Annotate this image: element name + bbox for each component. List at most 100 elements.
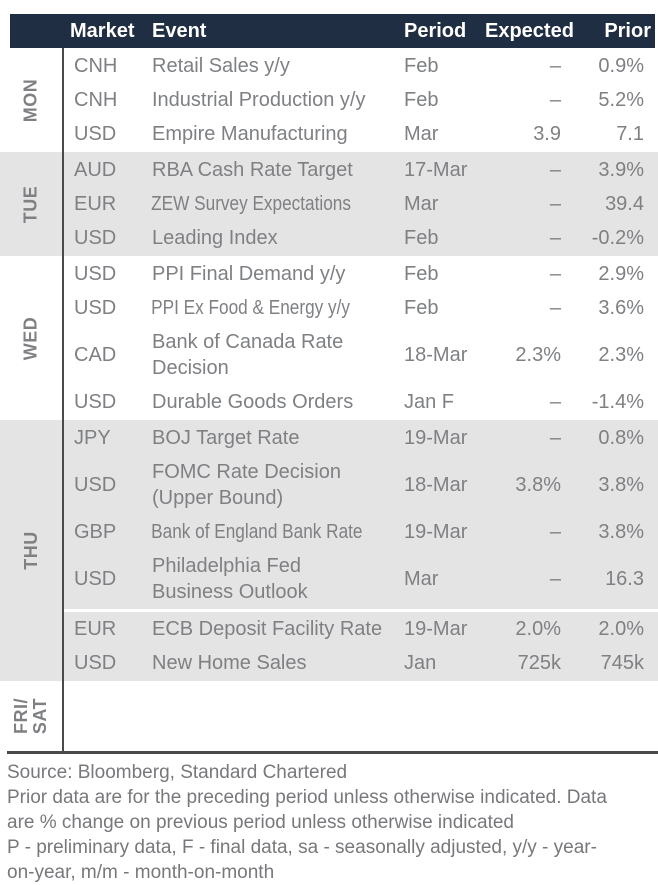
day-section-wed: WED USD PPI Final Demand y/y Feb – 2.9% … <box>0 256 658 420</box>
table-row: USD Durable Goods Orders Jan F – -1.4% <box>64 385 658 419</box>
top-margin <box>0 0 658 14</box>
day-rows: JPY BOJ Target Rate 19-Mar – 0.8% USD FO… <box>62 420 658 681</box>
header-event: Event <box>152 20 207 42</box>
table-row: CAD Bank of Canada Rate Decision 18-Mar … <box>64 325 658 385</box>
market-cell: USD <box>74 123 117 145</box>
expected-cell: – <box>549 227 561 249</box>
day-section-tue: TUE AUD RBA Cash Rate Target 17-Mar – 3.… <box>0 152 658 256</box>
table-row: JPY BOJ Target Rate 19-Mar – 0.8% <box>64 421 658 455</box>
day-rows: AUD RBA Cash Rate Target 17-Mar – 3.9% E… <box>62 152 658 256</box>
header-expected: Expected <box>485 20 574 42</box>
header-period: Period <box>404 20 467 42</box>
prior-cell: 39.4 <box>605 193 644 215</box>
market-cell: EUR <box>74 618 117 640</box>
prior-cell: 3.9% <box>598 159 644 181</box>
prior-cell: 745k <box>600 652 644 674</box>
table-row: USD PPI Final Demand y/y Feb – 2.9% <box>64 257 658 291</box>
prior-cell: 7.1 <box>616 123 644 145</box>
table-row: USD Leading Index Feb – -0.2% <box>64 221 658 255</box>
market-cell: USD <box>74 297 117 319</box>
table-row: CNH Retail Sales y/y Feb – 0.9% <box>64 49 658 83</box>
market-cell: CAD <box>74 344 117 366</box>
period-cell: Jan <box>404 652 437 674</box>
table-row: USD PPI Ex Food & Energy y/y Feb – 3.6% <box>64 291 658 325</box>
prior-cell: 2.3% <box>598 344 644 366</box>
period-cell: Feb <box>404 263 439 285</box>
period-cell: Mar <box>404 568 439 590</box>
prior-cell: 3.8% <box>598 474 644 496</box>
source-note: Source: Bloomberg, Standard Chartered Pr… <box>0 754 658 885</box>
prior-cell: -1.4% <box>591 391 644 413</box>
source-line: Source: Bloomberg, Standard Chartered <box>7 762 348 783</box>
event-cell: Bank of England Bank Rate <box>151 521 363 543</box>
table-row: GBP Bank of England Bank Rate 19-Mar – 3… <box>64 515 658 549</box>
event-cell: ZEW Survey Expectations <box>151 193 351 215</box>
table-row: CNH Industrial Production y/y Feb – 5.2% <box>64 83 658 117</box>
expected-cell: – <box>549 568 561 590</box>
period-cell: Feb <box>404 227 439 249</box>
expected-cell: – <box>549 391 561 413</box>
expected-cell: 2.3% <box>515 344 561 366</box>
period-cell: Feb <box>404 55 439 77</box>
table-row: USD Empire Manufacturing Mar 3.9 7.1 <box>64 117 658 151</box>
day-cell: MON <box>0 48 62 152</box>
period-cell: 18-Mar <box>404 474 468 496</box>
expected-cell: – <box>549 159 561 181</box>
event-cell: PPI Final Demand y/y <box>152 263 346 285</box>
prior-cell: 0.8% <box>598 427 644 449</box>
day-label: THU <box>20 531 41 570</box>
prior-cell: 16.3 <box>605 568 644 590</box>
expected-cell: – <box>549 193 561 215</box>
market-cell: CNH <box>74 55 118 77</box>
economic-calendar-table: Market Event Period Expected Prior MON C… <box>0 14 658 754</box>
market-cell: USD <box>74 391 117 413</box>
prior-cell: 3.8% <box>598 521 644 543</box>
header-prior: Prior <box>604 20 651 42</box>
period-cell: Mar <box>404 123 439 145</box>
day-cell: TUE <box>0 152 62 256</box>
period-cell: Feb <box>404 297 439 319</box>
period-cell: 17-Mar <box>404 159 468 181</box>
expected-cell: 3.8% <box>515 474 561 496</box>
expected-cell: – <box>549 89 561 111</box>
expected-cell: 3.9 <box>533 123 561 145</box>
prior-cell: 3.6% <box>598 297 644 319</box>
expected-cell: – <box>549 263 561 285</box>
table-row: AUD RBA Cash Rate Target 17-Mar – 3.9% <box>64 153 658 187</box>
period-cell: Jan F <box>404 391 455 413</box>
event-cell: Empire Manufacturing <box>152 123 348 145</box>
market-cell: AUD <box>74 159 117 181</box>
day-cell: THU <box>0 420 62 681</box>
day-section-thu: THU JPY BOJ Target Rate 19-Mar – 0.8% US… <box>0 420 658 681</box>
market-cell: USD <box>74 568 117 590</box>
event-cell: ECB Deposit Facility Rate <box>152 618 383 640</box>
market-cell: CNH <box>74 89 118 111</box>
expected-cell: – <box>549 297 561 319</box>
event-cell: PPI Ex Food & Energy y/y <box>151 297 351 319</box>
table-row: EUR ECB Deposit Facility Rate 19-Mar 2.0… <box>64 609 658 646</box>
event-cell: Industrial Production y/y <box>152 89 366 111</box>
day-cell: FRI/ SAT <box>0 681 62 751</box>
day-label: WED <box>20 316 41 360</box>
expected-cell: 725k <box>517 652 561 674</box>
day-section-fri-sat: FRI/ SAT <box>0 681 658 751</box>
market-cell: USD <box>74 652 117 674</box>
table-row: USD Philadelphia Fed Business Outlook Ma… <box>64 549 658 609</box>
table-row: USD FOMC Rate Decision (Upper Bound) 18-… <box>64 455 658 515</box>
table-row: EUR ZEW Survey Expectations Mar – 39.4 <box>64 187 658 221</box>
event-cell: BOJ Target Rate <box>152 427 300 449</box>
abbreviations-note: P - preliminary data, F - final data, sa… <box>7 837 597 883</box>
expected-cell: 2.0% <box>515 618 561 640</box>
day-label: TUE <box>20 185 41 223</box>
event-cell: New Home Sales <box>152 652 307 674</box>
prior-cell: -0.2% <box>591 227 644 249</box>
market-cell: USD <box>74 474 117 496</box>
event-cell: Bank of Canada Rate Decision <box>152 331 344 379</box>
event-cell: RBA Cash Rate Target <box>152 159 353 181</box>
event-cell: Retail Sales y/y <box>152 55 290 77</box>
table-bottom-border <box>7 751 658 754</box>
market-cell: USD <box>74 227 117 249</box>
event-cell: Leading Index <box>152 227 278 249</box>
period-cell: 19-Mar <box>404 618 468 640</box>
market-cell: EUR <box>74 193 117 215</box>
